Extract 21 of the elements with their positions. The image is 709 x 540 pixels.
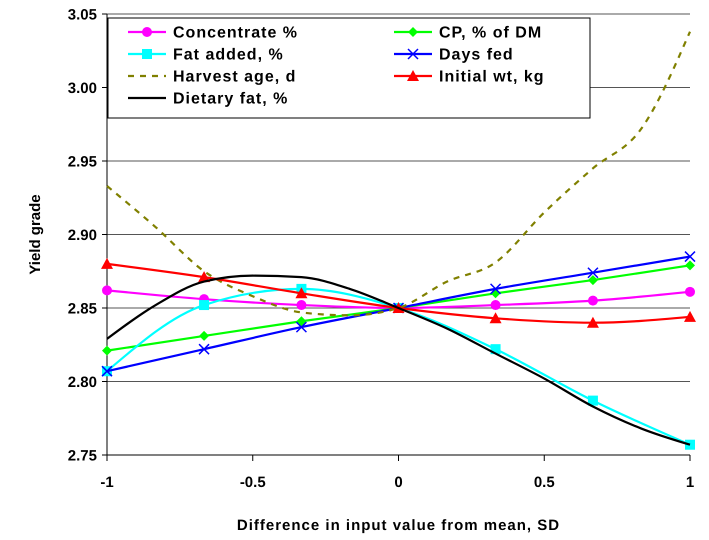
legend-label: Days fed — [439, 46, 514, 64]
x-tick-label: 1 — [686, 474, 694, 491]
x-axis-title: Difference in input value from mean, SD — [236, 517, 560, 534]
legend-label: Initial wt, kg — [439, 68, 545, 86]
x-tick-label: 0.5 — [534, 474, 555, 491]
legend-label: CP, % of DM — [439, 24, 542, 42]
x-tick-label: 0 — [394, 474, 403, 491]
legend-label: Harvest age, d — [173, 68, 296, 86]
x-tick-label: -0.5 — [240, 474, 266, 491]
y-tick-label: 3.00 — [68, 80, 97, 97]
y-axis-title: Yield grade — [27, 194, 44, 275]
y-tick-label: 2.90 — [68, 226, 97, 244]
legend-label: Concentrate % — [173, 24, 298, 42]
y-tick-label: 2.80 — [68, 374, 97, 391]
y-tick-label: 2.95 — [68, 153, 97, 170]
y-tick-label: 2.75 — [68, 447, 97, 464]
legend-label: Fat added, % — [173, 46, 284, 64]
y-tick-label: 2.85 — [68, 300, 97, 318]
y-tick-label: 3.05 — [68, 6, 97, 24]
x-tick-label: -1 — [100, 474, 114, 491]
legend-label: Dietary fat, % — [173, 90, 288, 108]
